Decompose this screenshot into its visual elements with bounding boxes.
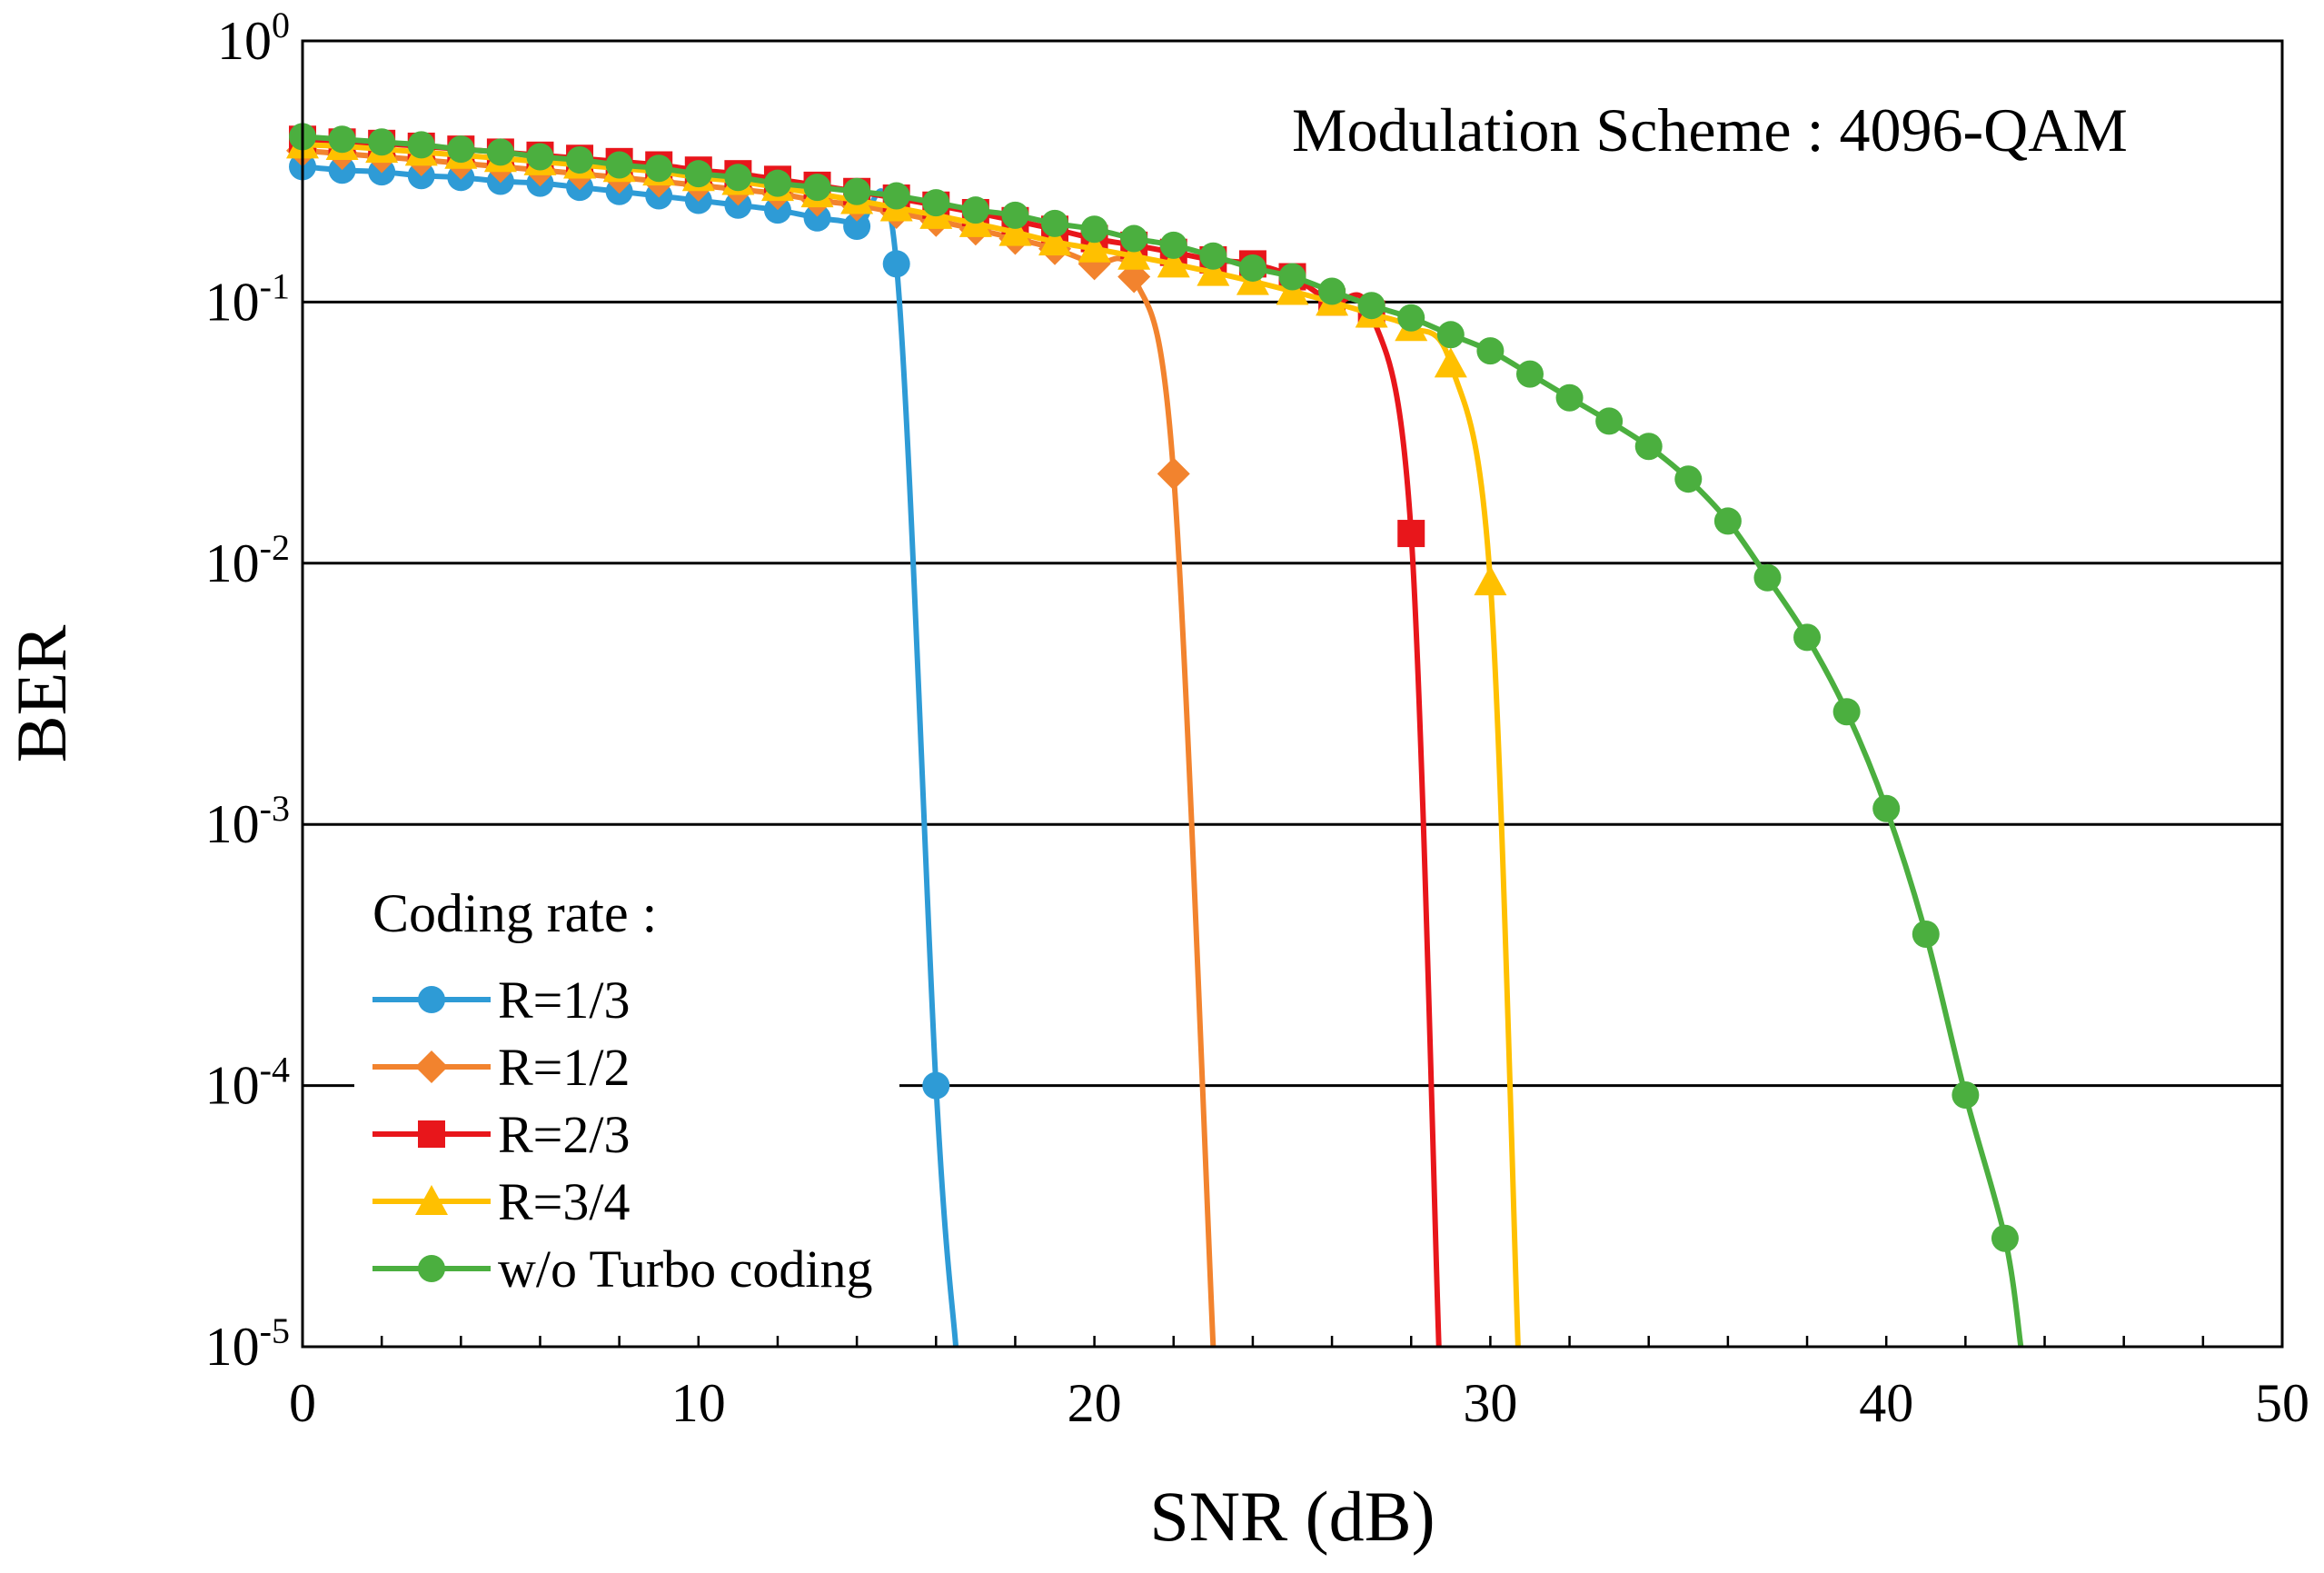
plot-area-frame bbox=[301, 39, 2284, 1349]
data-point bbox=[1001, 201, 1029, 229]
data-point bbox=[486, 138, 514, 166]
data-point bbox=[605, 151, 633, 179]
data-point bbox=[998, 215, 1032, 246]
data-point bbox=[1476, 337, 1505, 365]
data-point bbox=[1595, 407, 1624, 435]
y-tick-label: 10-4 bbox=[205, 1050, 290, 1116]
data-point bbox=[1278, 263, 1306, 291]
y-tick-label: 10-5 bbox=[205, 1310, 290, 1377]
legend-label: R=3/4 bbox=[498, 1172, 631, 1231]
data-point bbox=[684, 160, 712, 188]
data-point bbox=[922, 1071, 950, 1100]
modulation-annotation: Modulation Scheme : 4096-QAM bbox=[1292, 95, 2128, 164]
legend-label: w/o Turbo coding bbox=[498, 1239, 873, 1299]
data-point bbox=[882, 182, 910, 210]
data-point bbox=[328, 125, 356, 154]
data-point bbox=[803, 204, 831, 232]
data-point bbox=[1397, 304, 1425, 332]
data-point bbox=[763, 196, 791, 224]
data-point bbox=[1713, 507, 1742, 535]
data-point bbox=[843, 177, 871, 205]
data-point bbox=[1120, 224, 1148, 253]
legend-marker bbox=[415, 1050, 448, 1083]
y-tick-label: 10-3 bbox=[205, 788, 290, 854]
data-point bbox=[1318, 277, 1346, 305]
data-point bbox=[407, 131, 435, 159]
data-point bbox=[1397, 520, 1425, 548]
x-tick-label: 50 bbox=[2255, 1373, 2309, 1433]
axes: 0 10 20 30 40 50 100 10-1 10-2 10-3 10-4 10-5 bbox=[205, 5, 2309, 1433]
data-point bbox=[1159, 231, 1187, 259]
x-tick-label: 40 bbox=[1859, 1373, 1913, 1433]
legend-title: Coding rate : bbox=[372, 883, 657, 943]
data-point bbox=[724, 164, 752, 192]
data-point bbox=[447, 135, 475, 164]
x-axis-title: SNR (dB) bbox=[1149, 1477, 1435, 1556]
y-tick-label: 100 bbox=[217, 5, 290, 71]
x-tick-label: 20 bbox=[1068, 1373, 1122, 1433]
data-point bbox=[961, 196, 989, 224]
series-group bbox=[286, 123, 2024, 1348]
data-point bbox=[526, 143, 554, 171]
data-point bbox=[1634, 433, 1663, 461]
data-point bbox=[566, 146, 594, 174]
data-point bbox=[1080, 215, 1108, 244]
data-point bbox=[843, 213, 871, 241]
legend-marker bbox=[418, 1255, 445, 1282]
legend-marker bbox=[415, 1185, 448, 1215]
data-point bbox=[1952, 1081, 1980, 1110]
data-point bbox=[1912, 920, 1940, 948]
legend-marker bbox=[418, 986, 445, 1013]
series-w-o-turbo-coding bbox=[289, 123, 2024, 1348]
x-tick-label: 10 bbox=[671, 1373, 726, 1433]
x-tick-label: 0 bbox=[289, 1373, 316, 1433]
data-point bbox=[1157, 457, 1190, 491]
data-point bbox=[882, 250, 910, 278]
data-point bbox=[1197, 255, 1230, 286]
data-point bbox=[1436, 321, 1465, 349]
y-axis-title: BER bbox=[2, 625, 81, 763]
data-point bbox=[1199, 242, 1227, 270]
data-point bbox=[1157, 247, 1190, 278]
data-point bbox=[645, 154, 673, 183]
data-point bbox=[328, 156, 356, 184]
data-point bbox=[1753, 563, 1782, 592]
data-point bbox=[1515, 360, 1544, 388]
legend-label: R=1/2 bbox=[498, 1038, 631, 1097]
data-point bbox=[1872, 794, 1901, 822]
data-point bbox=[1078, 232, 1111, 263]
data-point bbox=[1238, 254, 1266, 282]
legend-item: R=3/4 bbox=[372, 1172, 631, 1231]
data-point bbox=[1041, 209, 1069, 237]
data-point bbox=[1832, 698, 1861, 726]
data-point bbox=[803, 174, 831, 202]
legend-background bbox=[354, 863, 899, 1331]
data-point bbox=[1555, 383, 1584, 412]
y-tick-label: 10-1 bbox=[205, 265, 290, 332]
data-point bbox=[922, 189, 950, 217]
data-point bbox=[1357, 292, 1385, 320]
x-tick-label: 30 bbox=[1463, 1373, 1517, 1433]
data-point bbox=[1117, 239, 1151, 270]
y-tick-label: 10-2 bbox=[205, 527, 290, 593]
legend-item: R=1/3 bbox=[372, 971, 631, 1030]
legend-item: w/o Turbo coding bbox=[372, 1239, 873, 1299]
legend-label: R=2/3 bbox=[498, 1105, 631, 1164]
data-point bbox=[1674, 465, 1703, 493]
legend-label: R=1/3 bbox=[498, 971, 631, 1030]
data-point bbox=[763, 169, 791, 197]
series-line bbox=[302, 164, 959, 1348]
data-point bbox=[1793, 623, 1822, 652]
legend: Coding rate : R=1/3 R=1/2 R=2/3 R=3/4 w/o Tu… bbox=[354, 863, 899, 1331]
data-point bbox=[1991, 1224, 2019, 1252]
legend-item: R=2/3 bbox=[372, 1105, 631, 1164]
legend-item: R=1/2 bbox=[372, 1038, 631, 1097]
data-point bbox=[1474, 565, 1507, 596]
data-point bbox=[368, 128, 396, 156]
legend-marker bbox=[418, 1120, 445, 1148]
data-point bbox=[1434, 347, 1467, 378]
data-point bbox=[1038, 225, 1072, 256]
